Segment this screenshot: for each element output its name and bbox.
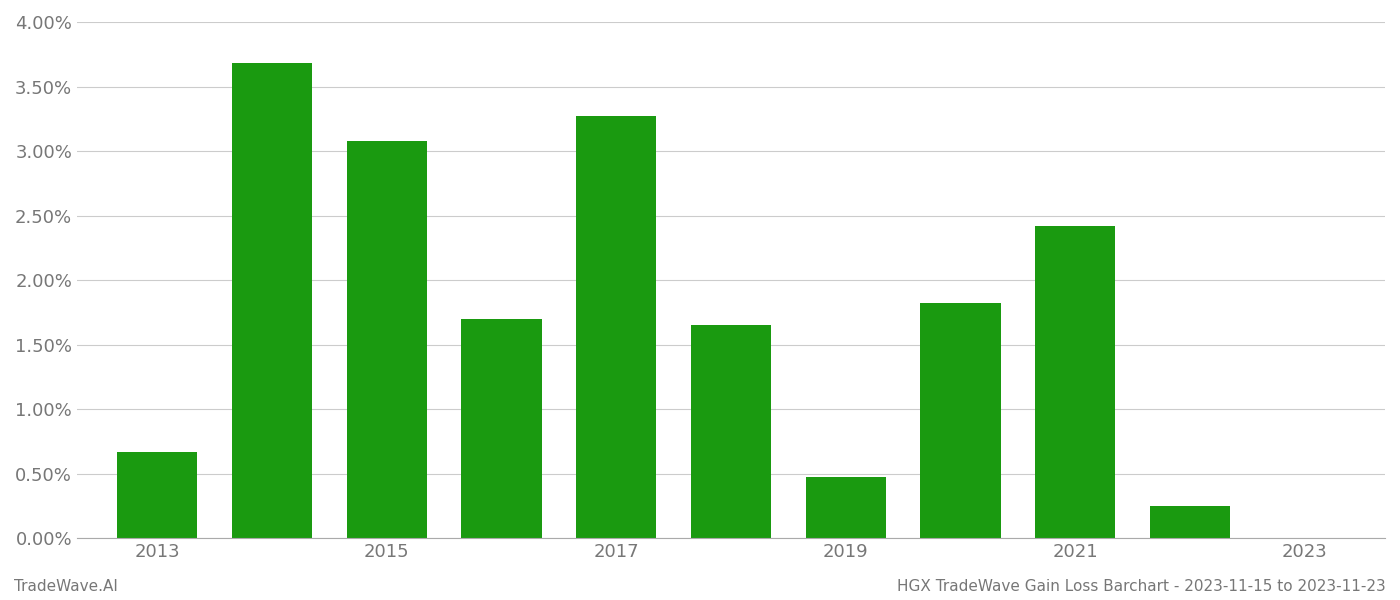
Bar [1035,226,1116,538]
Bar [805,478,886,538]
Bar [232,63,312,538]
Bar [1149,506,1231,538]
Text: HGX TradeWave Gain Loss Barchart - 2023-11-15 to 2023-11-23: HGX TradeWave Gain Loss Barchart - 2023-… [897,579,1386,594]
Bar [118,452,197,538]
Bar [462,319,542,538]
Bar [920,303,1001,538]
Bar [575,116,657,538]
Text: TradeWave.AI: TradeWave.AI [14,579,118,594]
Bar [690,325,771,538]
Bar [347,141,427,538]
